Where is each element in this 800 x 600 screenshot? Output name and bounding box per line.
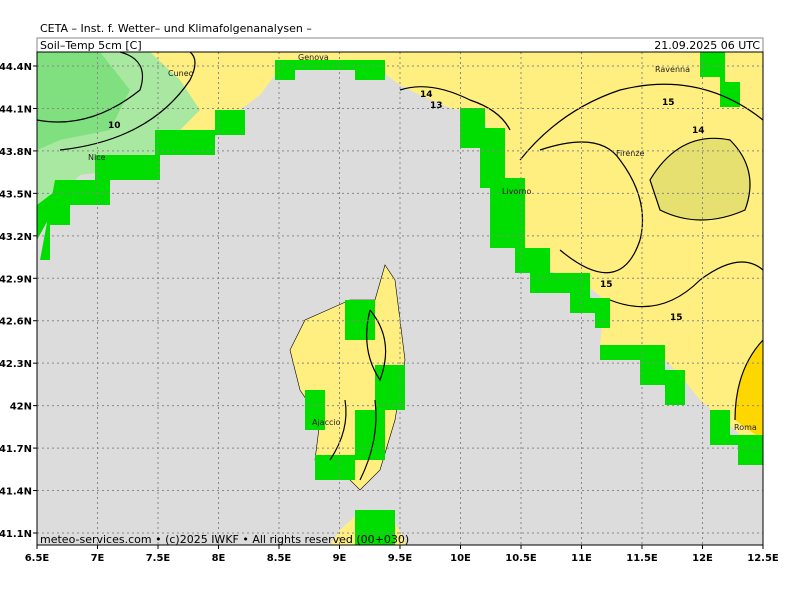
y-tick-label: 42.6N	[0, 317, 32, 328]
x-tick-label: 8.5E	[267, 553, 292, 564]
warm-zone	[735, 340, 763, 440]
x-tick-label: 7.5E	[146, 553, 171, 564]
place-label: Genova	[298, 53, 329, 62]
y-tick-label: 42.9N	[0, 274, 32, 285]
coast-cells	[275, 52, 763, 465]
y-tick-label: 44.1N	[0, 104, 32, 115]
y-tick-label: 41.7N	[0, 444, 32, 455]
header-title: CETA – Inst. f. Wetter– und Klimafolgena…	[40, 22, 312, 35]
x-tick-label: 9.5E	[388, 553, 413, 564]
y-tick-label: 41.4N	[0, 487, 32, 498]
contour-label: 15	[662, 98, 675, 108]
contour-label: 10	[108, 121, 121, 131]
coast-cells	[37, 110, 245, 260]
x-tick-label: 9E	[333, 553, 347, 564]
map-area	[36, 51, 764, 546]
place-label: Ravenna	[655, 65, 690, 74]
contour	[36, 51, 144, 123]
y-tick-label: 44.4N	[0, 62, 32, 73]
contour-label: 15	[670, 313, 683, 323]
y-tick-label: 43.5N	[0, 189, 32, 200]
contour	[734, 339, 764, 421]
contour-label: 15	[600, 280, 613, 290]
x-tick-label: 8E	[212, 553, 226, 564]
x-tick-label: 6.5E	[25, 553, 50, 564]
y-tick-label: 42.3N	[0, 359, 32, 370]
x-tick-label: 7E	[91, 553, 105, 564]
contour	[609, 261, 764, 308]
x-tick-label: 12.5E	[747, 553, 779, 564]
contour	[366, 309, 387, 382]
cooler-zone	[37, 52, 130, 150]
place-label: Livorno	[502, 187, 532, 196]
y-tick-label: 41.1N	[0, 529, 32, 540]
grid	[37, 52, 763, 545]
contour-label: 14	[692, 126, 705, 136]
field-label: Soil–Temp 5cm [C]	[40, 39, 142, 52]
valid-time: 21.09.2025 06 UTC	[654, 39, 760, 52]
x-tick-label: 11E	[571, 553, 592, 564]
contour	[329, 399, 377, 481]
y-tick-label: 43.2N	[0, 232, 32, 243]
contour-label: 13	[430, 101, 443, 111]
contour	[519, 83, 764, 161]
contour	[649, 137, 751, 221]
island-cells	[305, 300, 405, 545]
place-label: Ajaccio	[312, 418, 341, 427]
x-tick-label: 12E	[692, 553, 713, 564]
contour-label: 14	[420, 90, 433, 100]
y-tick-label: 42N	[10, 402, 32, 413]
x-tick-label: 10.5E	[505, 553, 537, 564]
x-tick-label: 10E	[450, 553, 471, 564]
footer: meteo-services.com • (c)2025 IWKF • All …	[40, 533, 409, 546]
y-tick-label: 43.8N	[0, 147, 32, 158]
contour	[59, 51, 196, 151]
contour	[399, 86, 511, 131]
x-tick-label: 11.5E	[626, 553, 658, 564]
warm-pocket	[650, 138, 750, 220]
place-label: Roma	[734, 423, 757, 432]
place-label: Firenze	[616, 149, 645, 158]
place-label: Cuneo	[168, 69, 194, 78]
place-label: Nice	[88, 153, 106, 162]
